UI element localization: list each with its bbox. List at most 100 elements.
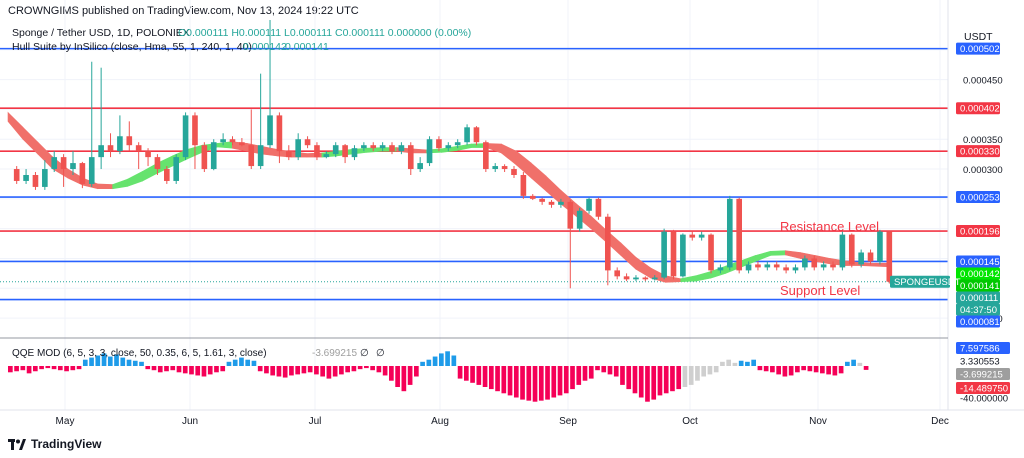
candle[interactable] bbox=[370, 142, 377, 152]
candle[interactable] bbox=[783, 264, 789, 274]
candle[interactable] bbox=[670, 229, 677, 280]
candle[interactable] bbox=[60, 154, 67, 187]
price-badge[interactable] bbox=[956, 315, 1000, 328]
candle[interactable] bbox=[23, 169, 29, 184]
candle[interactable] bbox=[70, 151, 76, 175]
candle[interactable] bbox=[501, 164, 508, 173]
candle[interactable] bbox=[623, 273, 630, 282]
candle[interactable] bbox=[98, 67, 104, 170]
candle[interactable] bbox=[548, 200, 555, 208]
candle[interactable] bbox=[13, 166, 20, 184]
price-axis[interactable]: 0.0004500.0003500.0003000.0000500.000502… bbox=[890, 42, 1003, 328]
candle[interactable] bbox=[201, 142, 208, 173]
candle[interactable] bbox=[464, 124, 470, 146]
qqe-badge[interactable] bbox=[956, 368, 1010, 380]
candle[interactable] bbox=[717, 264, 724, 274]
candle[interactable] bbox=[520, 172, 527, 199]
candle[interactable] bbox=[107, 133, 114, 158]
qqe-badge[interactable] bbox=[956, 342, 1010, 354]
candle[interactable] bbox=[586, 197, 592, 214]
candle[interactable] bbox=[342, 144, 348, 164]
candle[interactable] bbox=[651, 275, 658, 281]
candle[interactable] bbox=[164, 166, 170, 184]
candle[interactable] bbox=[529, 194, 536, 201]
candle[interactable] bbox=[389, 142, 395, 155]
candle[interactable] bbox=[304, 136, 311, 149]
candle[interactable] bbox=[351, 145, 358, 161]
tradingview-logo[interactable]: TradingView bbox=[8, 437, 101, 451]
candle[interactable] bbox=[192, 112, 198, 170]
candle[interactable] bbox=[792, 264, 799, 274]
candle[interactable] bbox=[445, 142, 452, 152]
symbol-badge[interactable] bbox=[890, 275, 950, 288]
candle[interactable] bbox=[51, 151, 58, 173]
candle[interactable] bbox=[726, 195, 733, 271]
candle[interactable] bbox=[492, 163, 499, 173]
candle[interactable] bbox=[689, 231, 696, 241]
candle[interactable] bbox=[117, 115, 123, 155]
candle[interactable] bbox=[698, 231, 705, 241]
candle[interactable] bbox=[379, 142, 386, 152]
candle[interactable] bbox=[145, 148, 151, 167]
candle[interactable] bbox=[858, 249, 864, 268]
candle[interactable] bbox=[285, 145, 292, 161]
candle[interactable] bbox=[595, 197, 602, 220]
candle[interactable] bbox=[633, 275, 639, 282]
candle[interactable] bbox=[848, 233, 855, 268]
qqe-axis[interactable]: 7.597586 3.330553 -3.699215 -14.489750-40.0… bbox=[956, 342, 1010, 405]
candle[interactable] bbox=[680, 233, 686, 278]
candle[interactable] bbox=[314, 142, 320, 161]
candle[interactable] bbox=[642, 276, 649, 282]
price-badge[interactable] bbox=[956, 225, 1000, 238]
candle[interactable] bbox=[210, 139, 217, 171]
candle[interactable] bbox=[436, 136, 442, 152]
candle[interactable] bbox=[802, 255, 808, 271]
candle[interactable] bbox=[473, 126, 480, 146]
price-badge[interactable] bbox=[956, 303, 1000, 316]
candle[interactable] bbox=[42, 160, 48, 190]
candle[interactable] bbox=[126, 121, 133, 152]
price-badge[interactable] bbox=[956, 255, 1000, 268]
candle[interactable] bbox=[361, 142, 367, 152]
candle[interactable] bbox=[173, 154, 180, 184]
candle[interactable] bbox=[811, 255, 818, 271]
candle[interactable] bbox=[539, 197, 545, 205]
candle[interactable] bbox=[755, 261, 761, 271]
candle[interactable] bbox=[576, 207, 583, 232]
candle[interactable] bbox=[267, 20, 273, 149]
candle[interactable] bbox=[708, 233, 714, 274]
candle[interactable] bbox=[135, 142, 142, 170]
candle[interactable] bbox=[398, 142, 405, 155]
candle[interactable] bbox=[257, 73, 264, 170]
price-badge[interactable] bbox=[956, 191, 1000, 204]
time-axis[interactable]: May Jun Jul Aug Sep Oct Nov Dec bbox=[56, 416, 949, 427]
candle[interactable] bbox=[877, 229, 883, 265]
candle[interactable] bbox=[417, 157, 423, 173]
candle[interactable] bbox=[483, 140, 489, 173]
candle[interactable] bbox=[614, 267, 621, 280]
candle[interactable] bbox=[830, 261, 836, 271]
price-badge[interactable] bbox=[956, 279, 1000, 292]
price-badge[interactable] bbox=[956, 42, 1000, 55]
candle[interactable] bbox=[567, 200, 574, 289]
candle[interactable] bbox=[820, 261, 827, 271]
candle[interactable] bbox=[558, 198, 564, 208]
candle[interactable] bbox=[764, 261, 771, 271]
candle[interactable] bbox=[736, 197, 742, 274]
price-badge[interactable] bbox=[956, 145, 1000, 158]
candle[interactable] bbox=[605, 213, 611, 286]
candle[interactable] bbox=[295, 133, 301, 161]
candle[interactable] bbox=[276, 112, 283, 164]
price-badge[interactable] bbox=[956, 291, 1000, 304]
candle[interactable] bbox=[248, 109, 255, 170]
candle[interactable] bbox=[511, 166, 517, 178]
candle[interactable] bbox=[407, 142, 414, 175]
candle[interactable] bbox=[154, 154, 161, 175]
candle[interactable] bbox=[323, 151, 330, 159]
candle[interactable] bbox=[32, 172, 39, 190]
candle[interactable] bbox=[661, 228, 667, 280]
price-badge[interactable] bbox=[956, 102, 1000, 115]
candle[interactable] bbox=[839, 231, 846, 271]
price-badge[interactable] bbox=[956, 267, 1000, 280]
